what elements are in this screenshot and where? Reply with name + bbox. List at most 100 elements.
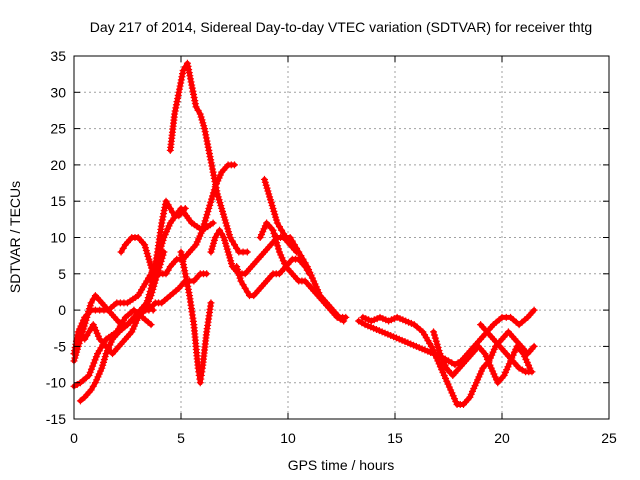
- data-point: [204, 140, 212, 148]
- data-point: [210, 174, 218, 182]
- data-point: [241, 284, 249, 292]
- data-point: [164, 266, 172, 274]
- data-point: [89, 295, 97, 303]
- data-point: [172, 104, 180, 112]
- data-point: [177, 248, 185, 256]
- data-point: [141, 306, 149, 314]
- data-point: [159, 251, 167, 259]
- data-point: [273, 239, 281, 247]
- data-point: [85, 371, 93, 379]
- data-point: [174, 95, 182, 103]
- data-point: [160, 210, 168, 218]
- data-point: [190, 90, 198, 98]
- data-point: [243, 288, 251, 296]
- data-point: [87, 324, 95, 332]
- data-point: [239, 281, 247, 289]
- data-point: [173, 98, 181, 106]
- data-point: [146, 287, 154, 295]
- data-point: [192, 103, 200, 111]
- data-point: [145, 291, 153, 299]
- data-point: [186, 72, 194, 80]
- data-point: [175, 88, 183, 96]
- data-point: [216, 226, 224, 234]
- data-point: [433, 340, 441, 348]
- data-point: [85, 328, 93, 336]
- data-point: [162, 197, 170, 205]
- data-point: [434, 343, 442, 351]
- data-point: [206, 201, 214, 209]
- data-point: [210, 171, 218, 179]
- data-point: [237, 277, 245, 285]
- y-tick-label: 35: [50, 48, 66, 64]
- data-point: [184, 285, 192, 293]
- chart-title: Day 217 of 2014, Sidereal Day-to-day VTE…: [90, 19, 592, 35]
- data-point: [91, 356, 99, 364]
- data-point: [212, 181, 220, 189]
- data-point: [183, 59, 191, 67]
- data-point: [430, 331, 438, 339]
- data-point: [201, 128, 209, 136]
- data-point: [211, 234, 219, 241]
- data-point: [275, 223, 283, 231]
- series-satellite-f: [117, 161, 238, 278]
- data-point: [299, 255, 307, 263]
- data-point: [186, 75, 194, 83]
- data-point: [179, 260, 187, 268]
- data-point: [202, 134, 210, 142]
- data-point: [181, 267, 189, 275]
- data-point: [198, 226, 206, 234]
- data-point: [208, 192, 216, 200]
- data-point: [180, 264, 188, 272]
- data-point: [205, 149, 213, 157]
- data-point: [226, 234, 234, 241]
- series-satellite-e: [70, 292, 157, 365]
- data-point: [432, 337, 440, 345]
- data-point: [243, 248, 251, 256]
- data-point: [293, 244, 301, 252]
- data-point: [185, 288, 193, 296]
- data-point: [159, 213, 167, 221]
- data-point: [301, 259, 309, 267]
- data-point: [211, 177, 219, 185]
- data-point: [177, 76, 185, 84]
- data-point: [530, 306, 538, 314]
- series-satellite-l: [260, 175, 350, 321]
- data-point: [83, 332, 91, 340]
- data-point: [92, 353, 100, 361]
- data-point: [199, 223, 207, 231]
- x-tick-label: 0: [70, 430, 78, 446]
- data-point: [178, 251, 186, 259]
- series-satellite-k: [233, 255, 313, 300]
- series-satellite-g: [141, 197, 189, 314]
- data-point: [340, 317, 348, 325]
- data-point: [187, 78, 195, 86]
- data-point: [166, 204, 174, 212]
- data-point: [207, 299, 215, 307]
- y-tick-label: 10: [50, 230, 66, 246]
- y-tick-label: 5: [58, 266, 66, 282]
- data-point: [431, 334, 439, 342]
- data-point: [208, 162, 216, 170]
- data-point: [275, 245, 283, 253]
- data-point: [188, 81, 196, 89]
- data-point: [164, 201, 172, 209]
- data-point: [190, 93, 198, 101]
- data-point: [89, 362, 97, 370]
- x-axis-label: GPS time / hours: [288, 457, 395, 473]
- series-satellite-i: [177, 248, 215, 387]
- data-point: [176, 82, 184, 90]
- x-tick-label: 15: [387, 430, 403, 446]
- data-point: [174, 91, 182, 99]
- data-point: [183, 279, 191, 287]
- data-point: [297, 252, 305, 260]
- data-point: [158, 219, 166, 227]
- data-point: [177, 79, 185, 87]
- data-point: [171, 107, 179, 115]
- y-tick-label: 25: [50, 121, 66, 137]
- data-point: [179, 257, 187, 265]
- data-point: [208, 165, 216, 173]
- data-point: [209, 219, 217, 227]
- data-point: [119, 244, 127, 252]
- data-point: [160, 207, 168, 215]
- data-point: [175, 85, 183, 93]
